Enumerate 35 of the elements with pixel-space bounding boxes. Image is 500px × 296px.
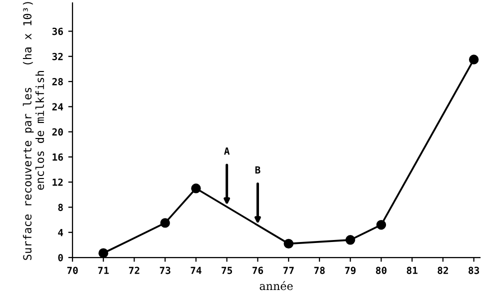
x-tick-label: 72 [129,266,140,274]
point [376,220,386,230]
point [160,218,170,228]
x-tick-label: 83 [468,266,480,274]
y-tick-label: 20 [52,128,63,136]
x-tick-label: 77 [283,266,294,274]
point [191,184,201,194]
point [284,238,294,249]
x-tick-label: 82 [438,266,448,274]
x-tick-label: 75 [222,266,232,274]
x-tick-label: 78 [314,266,325,274]
annotation: B [255,166,260,174]
y-tick-label: 12 [52,178,63,186]
y-tick-label: 4 [58,228,64,236]
y-tick-label: 16 [52,153,63,161]
y-tick-label: 24 [52,103,64,110]
x-tick-label: 73 [160,266,170,274]
x-tick-label: 80 [376,266,386,274]
y-axis-title: Surface recouverte par les (ha x 10³) enclos de milkfish [22,2,44,260]
point [468,54,479,64]
point [345,235,356,245]
x-axis-title: année [260,281,293,290]
annotation: A [224,148,230,155]
y-tick-label: 8 [58,204,63,212]
x-tick-label: 79 [345,266,356,274]
x-tick-label: 76 [252,266,264,274]
y-tick-label: 0 [58,254,63,262]
y-tick-label: 32 [52,52,63,60]
y-tick-label: 28 [52,78,63,86]
y-tick-label: 36 [52,28,63,36]
point [98,248,108,258]
x-tick-label: 71 [98,266,109,274]
x-tick-label: 81 [406,266,418,274]
x-tick-label: 74 [190,266,202,274]
x-tick-label: 70 [67,266,78,274]
